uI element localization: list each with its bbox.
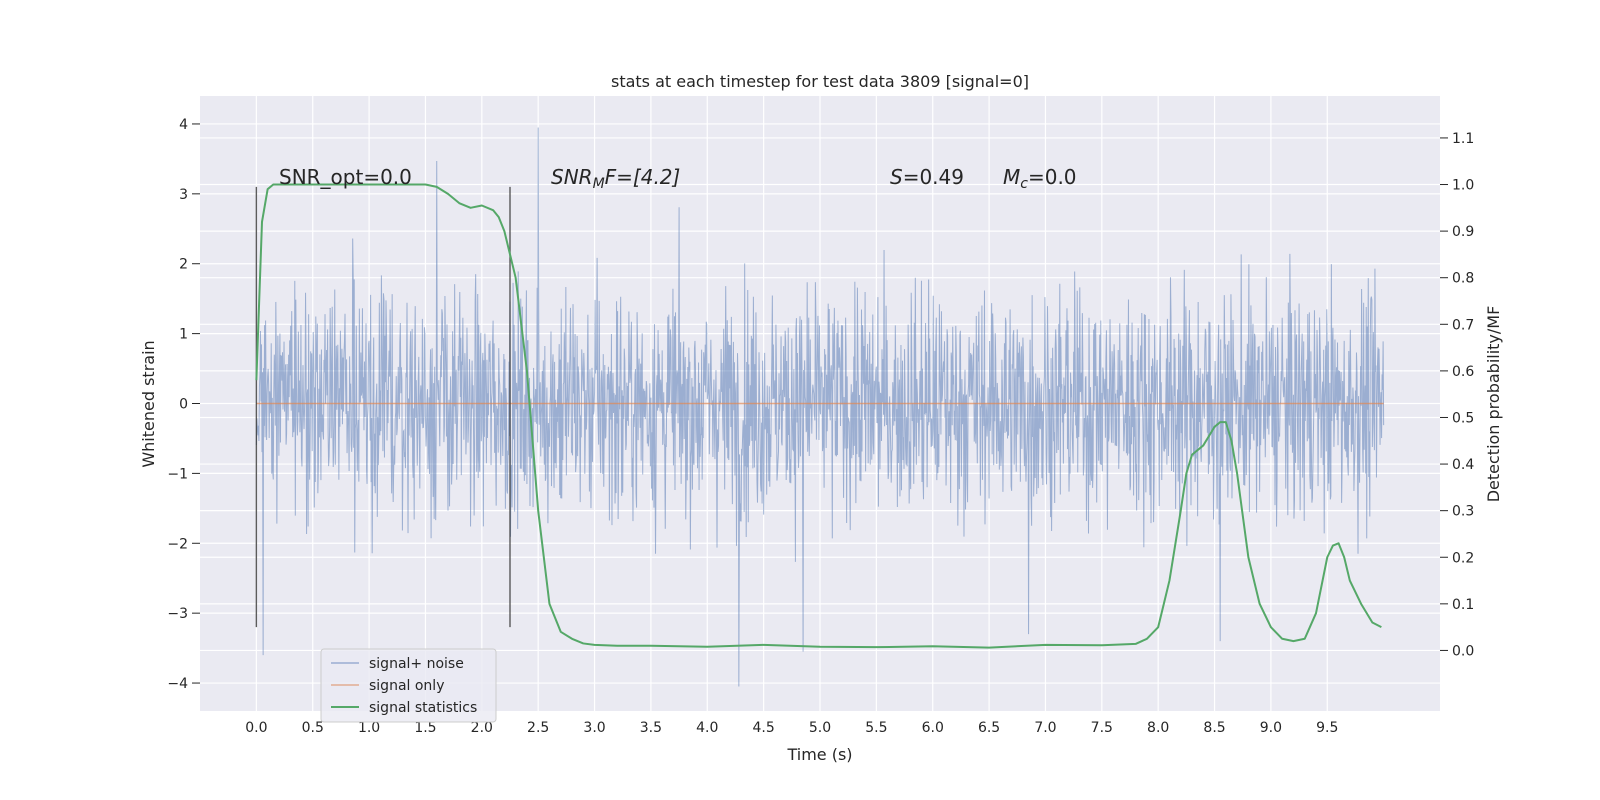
noise-series-layer [255,127,1385,687]
legend: signal+ noise signal only signal statist… [320,648,497,723]
y-tick-label: 0 [179,397,188,413]
annotation-snr-mf-rest: F=[4.2] [605,165,681,189]
x-tick-label: 0.5 [302,720,324,736]
annotation-snr-opt: SNR_opt=0.0 [279,165,412,189]
y-right-tick-label: 0.9 [1452,224,1474,240]
x-tick-label: 0.0 [245,720,267,736]
signal-statistics-series-layer [255,183,1382,649]
y-right-tick-labels: 0.0 0.1 0.2 0.3 0.4 0.5 0.6 0.7 0.8 0.9 1.0 1.1 [1440,131,1474,659]
x-tick-label: 5.0 [809,720,831,736]
legend-label-signal-only: signal only [369,678,444,694]
annotation-s-label: S [890,165,903,189]
y-right-tick-label: 0.2 [1452,550,1474,566]
y-right-tick-label: 1.1 [1452,131,1474,147]
y-right-tick-label: 1.0 [1452,178,1474,194]
y-tick-labels: −4 −3 −2 −1 0 1 2 3 4 [167,117,200,692]
x-tick-label: 7.0 [1034,720,1056,736]
x-tick-label: 6.5 [978,720,1000,736]
y-tick-label: 4 [179,117,188,133]
annotation-mc-sub: c [1020,176,1028,192]
x-tick-label: 3.5 [640,720,662,736]
signal-statistics-line [255,183,1382,649]
y-right-tick-label: 0.6 [1452,364,1474,380]
x-tick-label: 8.0 [1147,720,1169,736]
x-tick-label: 2.0 [471,720,493,736]
x-axis-label: Time (s) [786,745,852,764]
y-tick-label: −4 [167,676,188,692]
annotation-mc-label: M [1003,165,1020,189]
x-tick-label: 2.5 [527,720,549,736]
y-right-tick-label: 0.0 [1452,643,1474,659]
y-right-tick-label: 0.7 [1452,317,1474,333]
x-tick-label: 9.0 [1260,720,1282,736]
y-axis-label: Whitened strain [139,340,158,467]
x-tick-label: 4.5 [753,720,775,736]
x-tick-label: 5.5 [865,720,887,736]
y-right-tick-label: 0.1 [1452,597,1474,613]
chart-title: stats at each timestep for test data 380… [611,72,1029,91]
annotation-snr-mf: SNRMF=[4.2] [551,165,680,192]
annotation-s: S=0.49 [890,165,964,189]
annotation-snr-mf-main: SNR [551,165,593,189]
y-tick-label: −1 [167,466,188,482]
x-tick-label: 3.0 [583,720,605,736]
y-tick-label: 2 [179,257,188,273]
y-tick-label: −3 [167,606,188,622]
x-tick-labels: 0.0 0.5 1.0 1.5 2.0 2.5 3.0 3.5 4.0 4.5 5.0 5.5 6.0 6… [245,720,1338,736]
annotation-snr-mf-sub: M [593,176,605,192]
y-right-axis-label: Detection probability/MF [1484,306,1503,503]
annotation-mc-value: =0.0 [1028,165,1077,189]
x-tick-label: 8.5 [1203,720,1225,736]
y-right-tick-label: 0.5 [1452,410,1474,426]
y-tick-label: −2 [167,536,188,552]
y-right-tick-label: 0.3 [1452,504,1474,520]
x-tick-label: 6.0 [922,720,944,736]
legend-label-signal-statistics: signal statistics [369,700,477,716]
annotation-s-value: =0.49 [903,165,964,189]
legend-label-signal-noise: signal+ noise [369,656,464,672]
y-tick-label: 1 [179,327,188,343]
y-right-tick-label: 0.4 [1452,457,1474,473]
x-tick-label: 7.5 [1091,720,1113,736]
y-right-tick-label: 0.8 [1452,271,1474,287]
x-tick-label: 1.5 [414,720,436,736]
x-tick-label: 9.5 [1316,720,1338,736]
vertical-markers [255,186,511,628]
x-tick-label: 1.0 [358,720,380,736]
x-tick-label: 4.0 [696,720,718,736]
y-tick-label: 3 [179,187,188,203]
legend-box [320,648,497,723]
annotation-mc: Mc=0.0 [1003,165,1077,192]
signal-noise-line [255,127,1385,687]
